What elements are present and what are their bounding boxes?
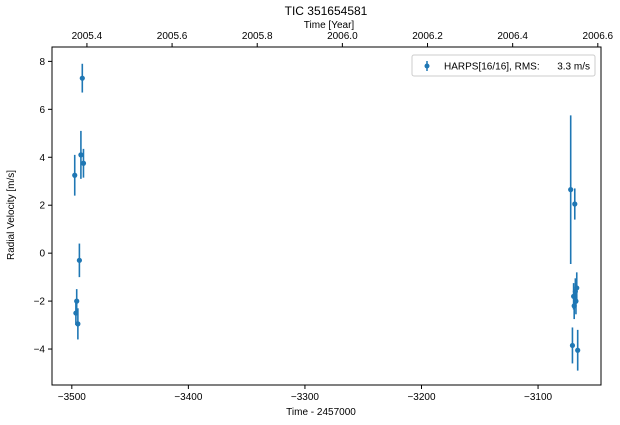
y-tick-label: 4 <box>39 153 45 164</box>
top-tick-label: 2005.6 <box>157 31 188 42</box>
data-point <box>568 187 574 193</box>
legend-series-label: HARPS[16/16], RMS: <box>444 62 540 73</box>
plot-area: −3500 −3400 −3300 −3200 −3100 −4 −2 0 2 4 6 8 2005.4… <box>34 31 614 403</box>
data-point <box>569 342 576 349</box>
top-tick-label: 2005.8 <box>242 31 273 42</box>
y-tick-label: 0 <box>39 249 45 260</box>
x-tick-label: −3100 <box>524 392 553 403</box>
x-tick-label: −3500 <box>58 392 87 403</box>
data-point <box>573 298 579 304</box>
legend-marker-point <box>424 63 430 69</box>
x-axis-label: Time - 2457000 <box>286 407 356 418</box>
legend-box <box>411 54 596 77</box>
top-axis-label: Time [Year] <box>304 20 355 31</box>
x-tick-label: −3200 <box>407 392 436 403</box>
legend-rms-value: 3.3 m/s <box>557 62 590 73</box>
y-tick-label: 2 <box>39 201 45 212</box>
y-tick-label: −2 <box>34 297 46 308</box>
data-point <box>72 172 78 178</box>
data-point <box>74 298 80 304</box>
data-point <box>75 321 81 327</box>
y-tick-label: 8 <box>39 57 45 68</box>
top-tick-label: 2006.0 <box>327 31 358 42</box>
data-point <box>76 257 82 263</box>
chart-title: TIC 351654581 <box>285 4 368 18</box>
top-tick-label: 2006.4 <box>497 31 528 42</box>
data-point <box>575 347 581 353</box>
data-point <box>572 201 578 207</box>
top-tick-label: 2006.6 <box>583 31 614 42</box>
legend: HARPS[16/16], RMS: 3.3 m/s <box>411 54 596 77</box>
y-tick-label: 6 <box>39 105 45 116</box>
data-point <box>80 160 87 166</box>
y-axis-label: Radial Velocity [m/s] <box>6 170 17 260</box>
plot-frame <box>51 46 602 386</box>
data-point <box>79 75 85 81</box>
top-tick-label: 2006.2 <box>412 31 443 42</box>
x-tick-label: −3300 <box>291 392 320 403</box>
data-point <box>574 285 580 291</box>
x-tick-label: −3400 <box>174 392 203 403</box>
data-point <box>78 152 84 158</box>
top-tick-label: 2005.4 <box>72 31 103 42</box>
y-tick-label: −4 <box>34 345 46 356</box>
